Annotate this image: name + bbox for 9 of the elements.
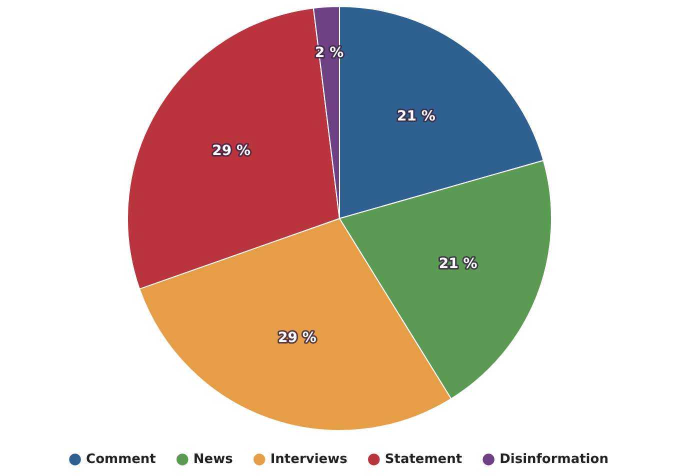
data-label: 21 % [396, 108, 436, 125]
legend-label: Interviews [270, 452, 348, 467]
legend-label: Comment [86, 452, 156, 467]
legend-label: News [193, 452, 234, 467]
data-label: 29 % [212, 143, 251, 160]
legend-label: Disinformation [500, 452, 608, 467]
data-label: 21 % [438, 256, 478, 272]
legend-label: Statement [384, 452, 462, 467]
data-label: 29 % [278, 330, 316, 346]
